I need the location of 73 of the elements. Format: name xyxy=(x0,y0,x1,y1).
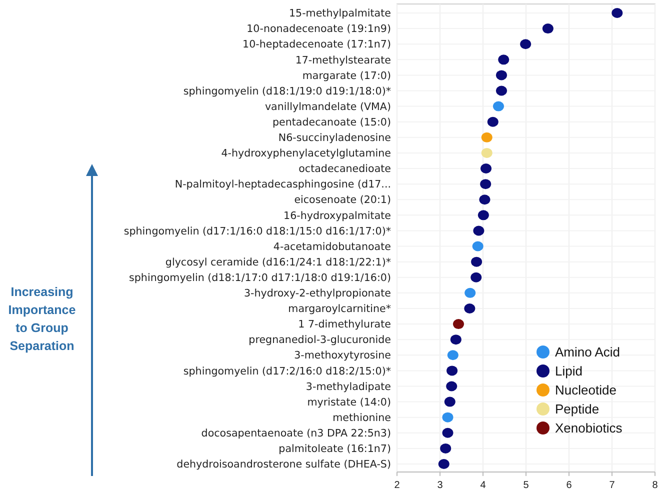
x-tick-label: 6 xyxy=(566,480,572,491)
y-tick-label: vanillylmandelate (VMA) xyxy=(264,100,391,113)
legend-label: Nucleotide xyxy=(555,382,616,398)
x-tick-label: 8 xyxy=(652,480,658,491)
y-tick-label: sphingomyelin (d18:1/19:0 d19:1/18:0)* xyxy=(183,85,391,98)
y-tick-label: palmitoleate (16:1n7) xyxy=(278,443,391,456)
y-tick-label: myristate (14:0) xyxy=(307,396,391,408)
y-tick-label: 10-nonadecenoate (19:1n9) xyxy=(246,23,391,36)
point xyxy=(612,8,623,18)
y-tick-label: 3-hydroxy-2-ethylpropionate xyxy=(244,288,391,300)
point xyxy=(473,226,484,236)
y-tick-label: sphingomyelin (d17:2/16:0 d18:2/15:0)* xyxy=(183,365,391,378)
point xyxy=(446,381,458,392)
point xyxy=(464,303,476,314)
point xyxy=(481,132,492,142)
y-tick-label: 4-hydroxyphenylacetylglutamine xyxy=(221,148,391,160)
y-tick-label: methionine xyxy=(332,412,391,424)
y-tick-label: 3-methoxytyrosine xyxy=(294,350,391,362)
y-tick-label: 17-methylstearate xyxy=(295,54,391,66)
y-tick-label: margaroylcarnitine* xyxy=(288,303,391,316)
point xyxy=(478,210,489,220)
legend-label: Peptide xyxy=(555,402,600,417)
point xyxy=(492,101,504,112)
point xyxy=(480,179,492,190)
point xyxy=(470,272,482,282)
point xyxy=(452,319,464,330)
legend-label: Xenobiotics xyxy=(555,420,623,436)
point xyxy=(498,54,510,65)
point xyxy=(472,241,484,252)
y-tick-label: 1 7-dimethylurate xyxy=(298,318,391,331)
point xyxy=(447,350,458,360)
legend-label: Amino Acid xyxy=(555,344,620,360)
y-tick-label: 4-acetamidobutanoate xyxy=(273,240,391,253)
point xyxy=(496,86,507,96)
point xyxy=(442,428,454,438)
y-tick-label: sphingomyelin (d17:1/16:0 d18:1/15:0 d16:1/17:0)* xyxy=(124,225,391,238)
y-tick-label: N6-succinyladenosine xyxy=(278,132,391,144)
y-tick-label: dehydroisoandrosterone sulfate (DHEA-S) xyxy=(176,458,391,471)
y-tick-label: pregnanediol-3-glucuronide xyxy=(248,334,391,346)
point xyxy=(442,412,454,422)
y-tick-label: sphingomyelin (d18:1/17:0 d17:1/18:0 d19:1/16:0) xyxy=(129,272,391,284)
text: Increasing Importance to Group Separation xyxy=(8,285,76,353)
point xyxy=(471,256,482,267)
y-tick-label: N-palmitoyl-heptadecasphingosine (d17... xyxy=(174,178,391,191)
point xyxy=(487,116,498,127)
y-tick-label: eicosenoate (20:1) xyxy=(294,194,391,206)
y-tick-label: octadecanedioate xyxy=(298,163,391,176)
y-tick-label: 3-methyladipate xyxy=(306,380,391,393)
y-tick-label: glycosyl ceramide (d16:1/24:1 d18:1/22:1)* xyxy=(165,256,391,268)
y-tick-label: margarate (17:0) xyxy=(302,70,391,82)
point xyxy=(446,366,458,376)
x-tick-label: 2 xyxy=(394,480,400,491)
point xyxy=(464,288,476,298)
y-tick-label: 15-methylpalmitate xyxy=(288,8,391,20)
y-tick-label: 10-heptadecenoate (17:1n7) xyxy=(242,38,391,51)
point xyxy=(520,39,532,50)
x-tick-label: 5 xyxy=(523,480,530,491)
point xyxy=(479,194,490,205)
point xyxy=(481,148,492,158)
legend-label: Lipid xyxy=(555,364,582,379)
point xyxy=(496,70,507,80)
point xyxy=(438,459,450,469)
point xyxy=(444,396,456,407)
y-tick-label: 16-hydroxypalmitate xyxy=(284,210,391,222)
y-tick-label: docosapentaenoate (n3 DPA 22:5n3) xyxy=(201,428,391,440)
point xyxy=(480,164,492,174)
y-tick-label: pentadecanoate (15:0) xyxy=(272,116,391,128)
x-tick-label: 7 xyxy=(609,480,616,491)
point xyxy=(450,334,462,345)
x-tick-label: 4 xyxy=(480,480,486,491)
x-tick-label: 3 xyxy=(437,480,444,491)
point xyxy=(440,443,452,454)
point xyxy=(542,24,554,34)
